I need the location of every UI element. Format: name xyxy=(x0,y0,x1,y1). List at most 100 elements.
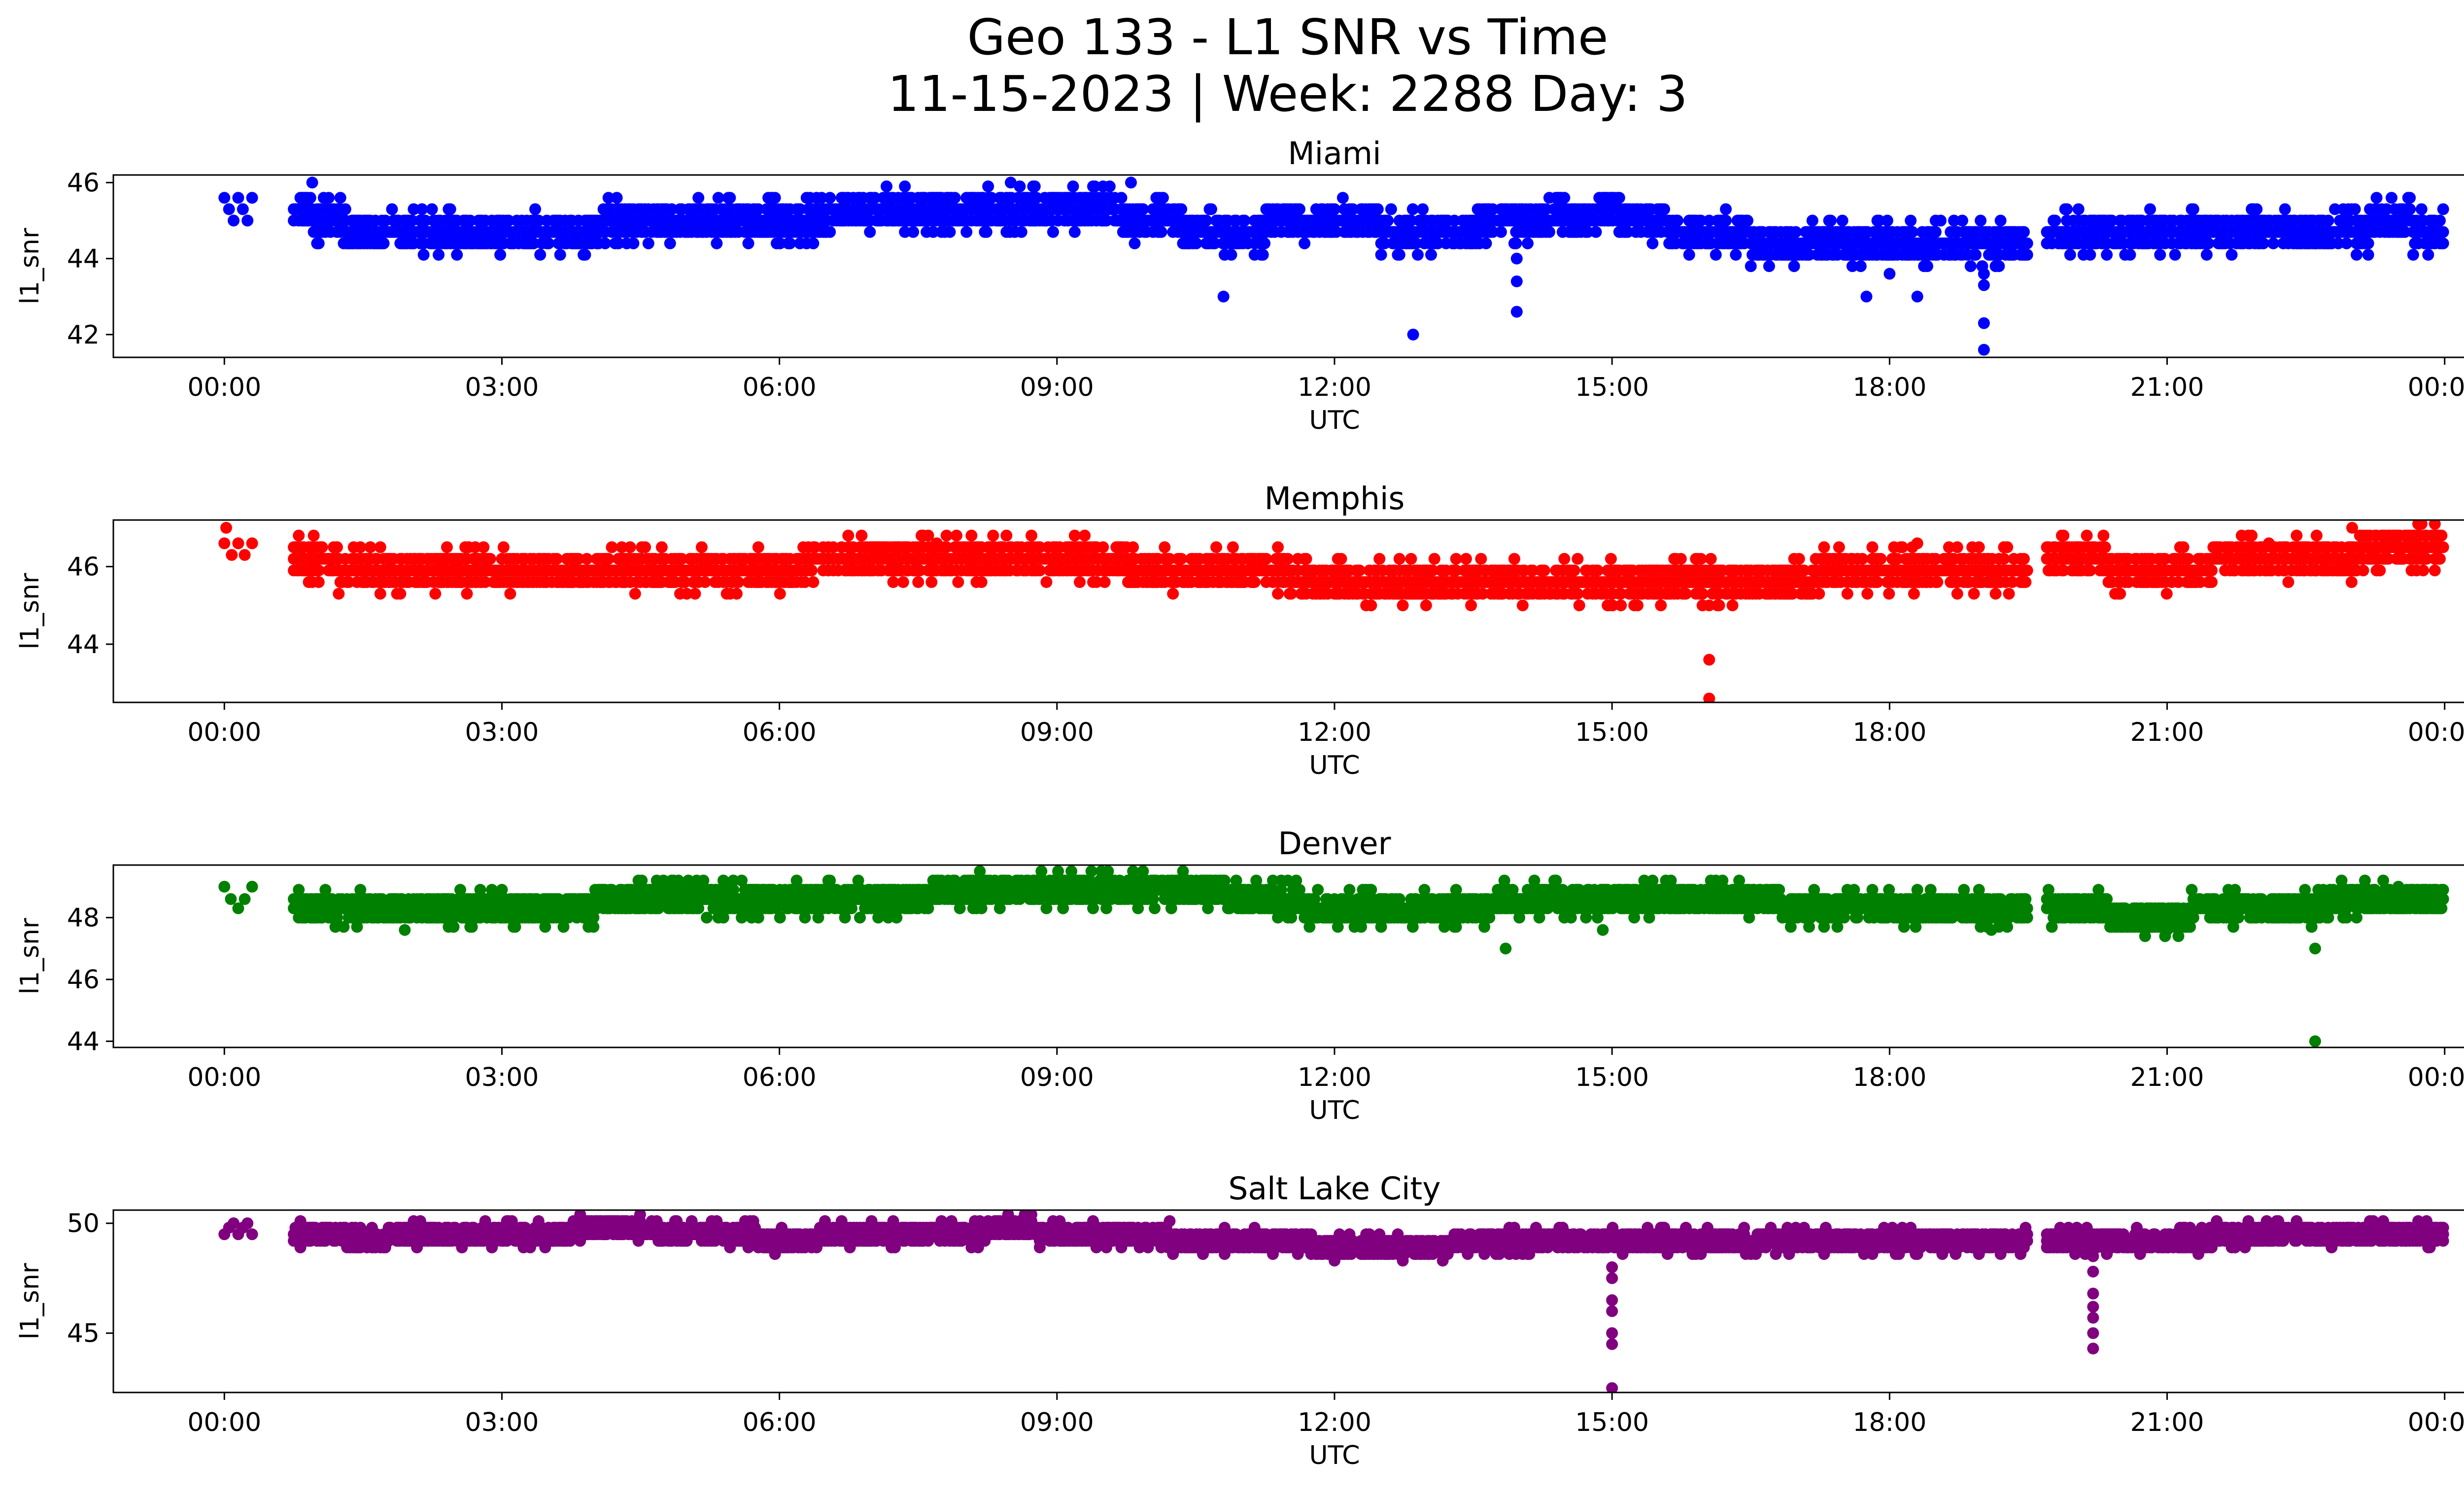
data-point xyxy=(1696,588,1709,600)
x-tick-label: 21:00 xyxy=(2130,373,2204,402)
data-point xyxy=(2437,203,2449,215)
data-point-outlier xyxy=(1407,328,1419,341)
x-tick-label: 06:00 xyxy=(743,373,817,402)
data-point xyxy=(1000,529,1013,542)
data-point xyxy=(323,192,335,204)
data-point xyxy=(1543,226,1555,238)
data-point xyxy=(1411,248,1424,261)
data-point xyxy=(1813,588,1825,600)
data-point xyxy=(1405,214,1417,227)
data-point xyxy=(1793,553,1805,565)
data-point xyxy=(1934,214,1947,227)
data-point xyxy=(312,564,325,577)
data-point xyxy=(1705,553,1717,565)
data-point xyxy=(1015,226,1027,238)
data-point-outlier xyxy=(1911,290,1923,303)
data-point xyxy=(2200,248,2213,261)
data-point xyxy=(676,553,688,565)
data-point xyxy=(1375,248,1387,261)
data-point xyxy=(627,237,640,249)
data-point xyxy=(2154,248,2166,261)
data-point xyxy=(794,203,806,215)
data-point xyxy=(982,180,994,193)
data-point xyxy=(856,529,868,542)
data-point xyxy=(426,203,438,215)
data-point xyxy=(1615,599,1627,612)
data-point-outlier xyxy=(1883,268,1896,280)
data-point xyxy=(1068,226,1081,238)
data-point xyxy=(2415,203,2428,215)
data-point xyxy=(293,529,305,542)
data-point xyxy=(1487,203,1499,215)
data-point xyxy=(1410,237,1422,249)
data-point xyxy=(1347,203,1359,215)
data-point xyxy=(1272,588,1284,600)
data-point xyxy=(1581,226,1594,238)
x-tick-label: 00:00 xyxy=(187,373,261,402)
data-point xyxy=(394,588,407,600)
data-point xyxy=(1763,260,1775,272)
data-point xyxy=(805,564,818,577)
data-point xyxy=(711,237,723,249)
data-point xyxy=(1572,588,1584,600)
data-point xyxy=(478,541,490,554)
data-point xyxy=(1487,226,1499,238)
data-point xyxy=(2049,214,2061,227)
x-tick-label: 18:00 xyxy=(1852,373,1926,402)
data-point xyxy=(1558,192,1571,204)
data-point xyxy=(897,576,909,588)
data-point xyxy=(304,192,316,204)
data-point xyxy=(1373,553,1386,565)
data-point xyxy=(914,564,926,577)
data-point xyxy=(342,576,355,588)
y-tick-label: 46 xyxy=(67,168,100,198)
data-point xyxy=(1790,226,1802,238)
y-tick-label: 42 xyxy=(67,320,100,350)
data-point xyxy=(386,203,398,215)
data-point xyxy=(502,214,514,227)
data-point xyxy=(218,192,231,204)
data-point xyxy=(1432,237,1444,249)
data-point xyxy=(2340,237,2353,249)
data-point xyxy=(864,226,876,238)
data-point xyxy=(869,192,881,204)
data-point xyxy=(1818,541,1830,554)
data-point xyxy=(1014,180,1026,193)
data-point xyxy=(1448,214,1461,227)
data-point xyxy=(950,529,962,542)
data-points xyxy=(218,520,2449,702)
data-point xyxy=(1969,248,1982,261)
data-point xyxy=(334,192,346,204)
data-point xyxy=(416,203,428,215)
data-point-outlier xyxy=(1978,317,1990,329)
data-point xyxy=(1257,248,1269,261)
data-point xyxy=(494,248,507,261)
data-point xyxy=(2437,226,2449,238)
data-point xyxy=(1703,214,1715,227)
data-point xyxy=(1115,192,1128,204)
data-point xyxy=(2322,214,2334,227)
data-point xyxy=(1786,588,1799,600)
data-point xyxy=(2437,237,2449,249)
data-point xyxy=(2106,214,2118,227)
data-point xyxy=(774,588,786,600)
data-point xyxy=(1788,260,1800,272)
data-point xyxy=(1836,214,1848,227)
data-point xyxy=(927,226,939,238)
data-point xyxy=(1068,529,1081,542)
data-point xyxy=(1330,226,1342,238)
data-point xyxy=(1299,237,1311,249)
data-point xyxy=(1929,226,1942,238)
axes-frame xyxy=(112,174,2464,358)
data-point xyxy=(1090,576,1102,588)
data-point xyxy=(1621,226,1634,238)
data-point xyxy=(312,237,325,249)
data-point xyxy=(228,214,240,227)
data-point xyxy=(1378,237,1391,249)
data-point xyxy=(899,180,911,193)
data-point xyxy=(1631,599,1643,612)
data-point xyxy=(2404,192,2416,204)
data-point xyxy=(543,237,555,249)
